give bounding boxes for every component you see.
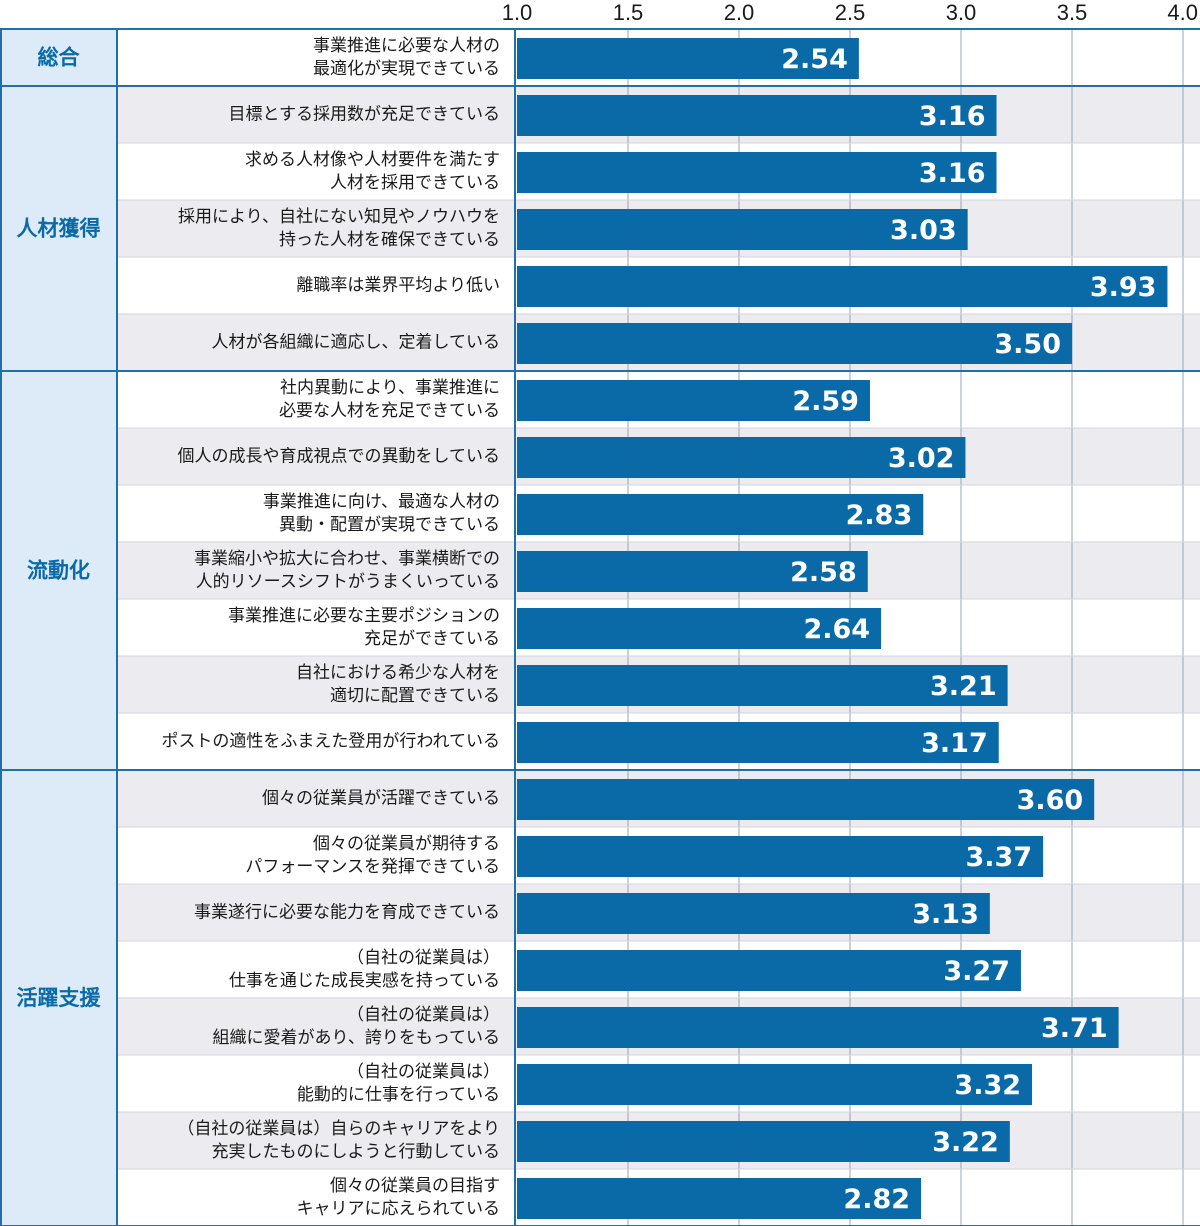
bar-value-label: 3.93	[1090, 272, 1157, 303]
row-label: ポストの適性をふまえた登用が行われている	[161, 732, 500, 752]
row-label: 求める人材像や人材要件を満たす	[245, 150, 500, 170]
row-label: 適切に配置できている	[330, 686, 500, 706]
row-label: 採用により、自社にない知見やノウハウを	[178, 207, 500, 227]
bar	[517, 950, 1021, 991]
row-label: 事業推進に向け、最適な人材の	[263, 492, 500, 512]
row-label: 個人の成長や育成視点での異動をしている	[178, 447, 501, 467]
x-tick-label: 2.0	[724, 0, 755, 25]
row-label: 異動・配置が実現できている	[279, 515, 500, 535]
bar	[517, 551, 868, 592]
bar-value-label: 2.58	[790, 557, 857, 588]
bar	[517, 722, 999, 763]
row-label: 社内異動により、事業推進に	[280, 378, 500, 398]
x-tick-label: 1.0	[502, 0, 533, 25]
bar-value-label: 3.13	[912, 899, 979, 930]
row-label: 事業推進に必要な人材の	[313, 36, 500, 56]
lines-layer	[0, 28, 1200, 1226]
row-label: 組織に愛着があり、誇りをもっている	[213, 1028, 500, 1048]
bar-value-label: 3.32	[954, 1070, 1021, 1101]
row-label: 個々の従業員の目指す	[330, 1176, 500, 1196]
row-label: 個々の従業員が期待する	[313, 834, 500, 854]
row-label: 事業縮小や拡大に合わせ、事業横断での	[194, 549, 500, 569]
bar-value-label: 2.59	[792, 386, 859, 417]
group-label: 総合	[38, 46, 81, 70]
bar	[517, 1064, 1033, 1105]
row-label: 人材が各組織に適応し、定着している	[212, 333, 501, 353]
bar-value-label: 3.21	[930, 671, 997, 702]
row-label: キャリアに応えられている	[297, 1199, 501, 1219]
bar	[517, 266, 1168, 307]
row-label: 仕事を通じた成長実感を持っている	[229, 971, 500, 991]
row-label: （自社の従業員は）	[347, 1005, 500, 1025]
bar-value-label: 3.50	[994, 329, 1061, 360]
bar	[517, 1178, 922, 1219]
bar-value-label: 3.16	[919, 101, 986, 132]
row-label: 目標とする採用数が充足できている	[229, 105, 501, 125]
group-label: 流動化	[27, 559, 90, 583]
row-label: （自社の従業員は）自らのキャリアをより	[177, 1119, 500, 1139]
bar-value-label: 2.54	[781, 44, 848, 75]
bar	[517, 779, 1095, 820]
bar	[517, 836, 1044, 877]
row-label: （自社の従業員は）	[347, 948, 500, 968]
row-label: （自社の従業員は）	[347, 1062, 500, 1082]
bar-value-label: 3.71	[1041, 1013, 1108, 1044]
row-label: 最適化が実現できている	[313, 59, 500, 79]
bar	[517, 323, 1072, 364]
row-label: 人的リソースシフトがうまくいっている	[196, 572, 500, 592]
group-cell-bg	[0, 770, 117, 1226]
bar	[517, 1121, 1010, 1162]
bar-value-label: 3.16	[919, 158, 986, 189]
bar	[517, 665, 1008, 706]
bar	[517, 38, 859, 79]
row-label: 充足ができている	[364, 629, 500, 649]
bar	[517, 608, 882, 649]
bar	[517, 209, 968, 250]
bar	[517, 1007, 1119, 1048]
group-label: 人材獲得	[17, 217, 101, 241]
row-label: 事業推進に必要な主要ポジションの	[228, 606, 500, 626]
bar-value-label: 2.82	[843, 1184, 910, 1215]
x-tick-label: 4.0	[1167, 0, 1198, 25]
bar-value-label: 3.27	[943, 956, 1010, 987]
row-label: 自社における希少な人材を	[296, 663, 500, 683]
row-label: パフォーマンスを発揮できている	[245, 857, 500, 877]
bar-value-label: 3.17	[921, 728, 988, 759]
bar-value-label: 2.64	[803, 614, 870, 645]
bar	[517, 380, 870, 421]
row-label: 離職率は業界平均より低い	[296, 276, 500, 296]
group-cell-bg	[0, 29, 117, 86]
row-label: 事業遂行に必要な能力を育成できている	[194, 903, 500, 923]
bar	[517, 152, 997, 193]
bar	[517, 893, 990, 934]
bar	[517, 95, 997, 136]
bar-value-label: 3.02	[888, 443, 955, 474]
x-tick-label: 3.5	[1057, 0, 1088, 25]
x-tick-label: 1.5	[613, 0, 644, 25]
bar	[517, 494, 924, 535]
group-cell-bg	[0, 86, 117, 371]
group-cell-bg	[0, 371, 117, 770]
row-label: 個々の従業員が活躍できている	[262, 789, 500, 809]
bar	[517, 437, 966, 478]
bar-value-label: 3.37	[966, 842, 1033, 873]
bar-value-label: 3.22	[932, 1127, 999, 1158]
bar-value-label: 2.83	[846, 500, 913, 531]
row-label: 充実したものにしようと行動している	[212, 1142, 501, 1162]
bar-value-label: 3.03	[890, 215, 957, 246]
row-label: 能動的に仕事を行っている	[297, 1085, 500, 1105]
bar-value-label: 3.60	[1017, 785, 1084, 816]
x-tick-label: 3.0	[946, 0, 977, 25]
row-label: 持った人材を確保できている	[279, 230, 500, 250]
x-tick-label: 2.5	[835, 0, 866, 25]
group-label: 活躍支援	[17, 986, 102, 1010]
row-label: 人材を採用できている	[330, 173, 500, 193]
row-label: 必要な人材を充足できている	[279, 401, 500, 421]
bars-layer	[517, 38, 1168, 1219]
